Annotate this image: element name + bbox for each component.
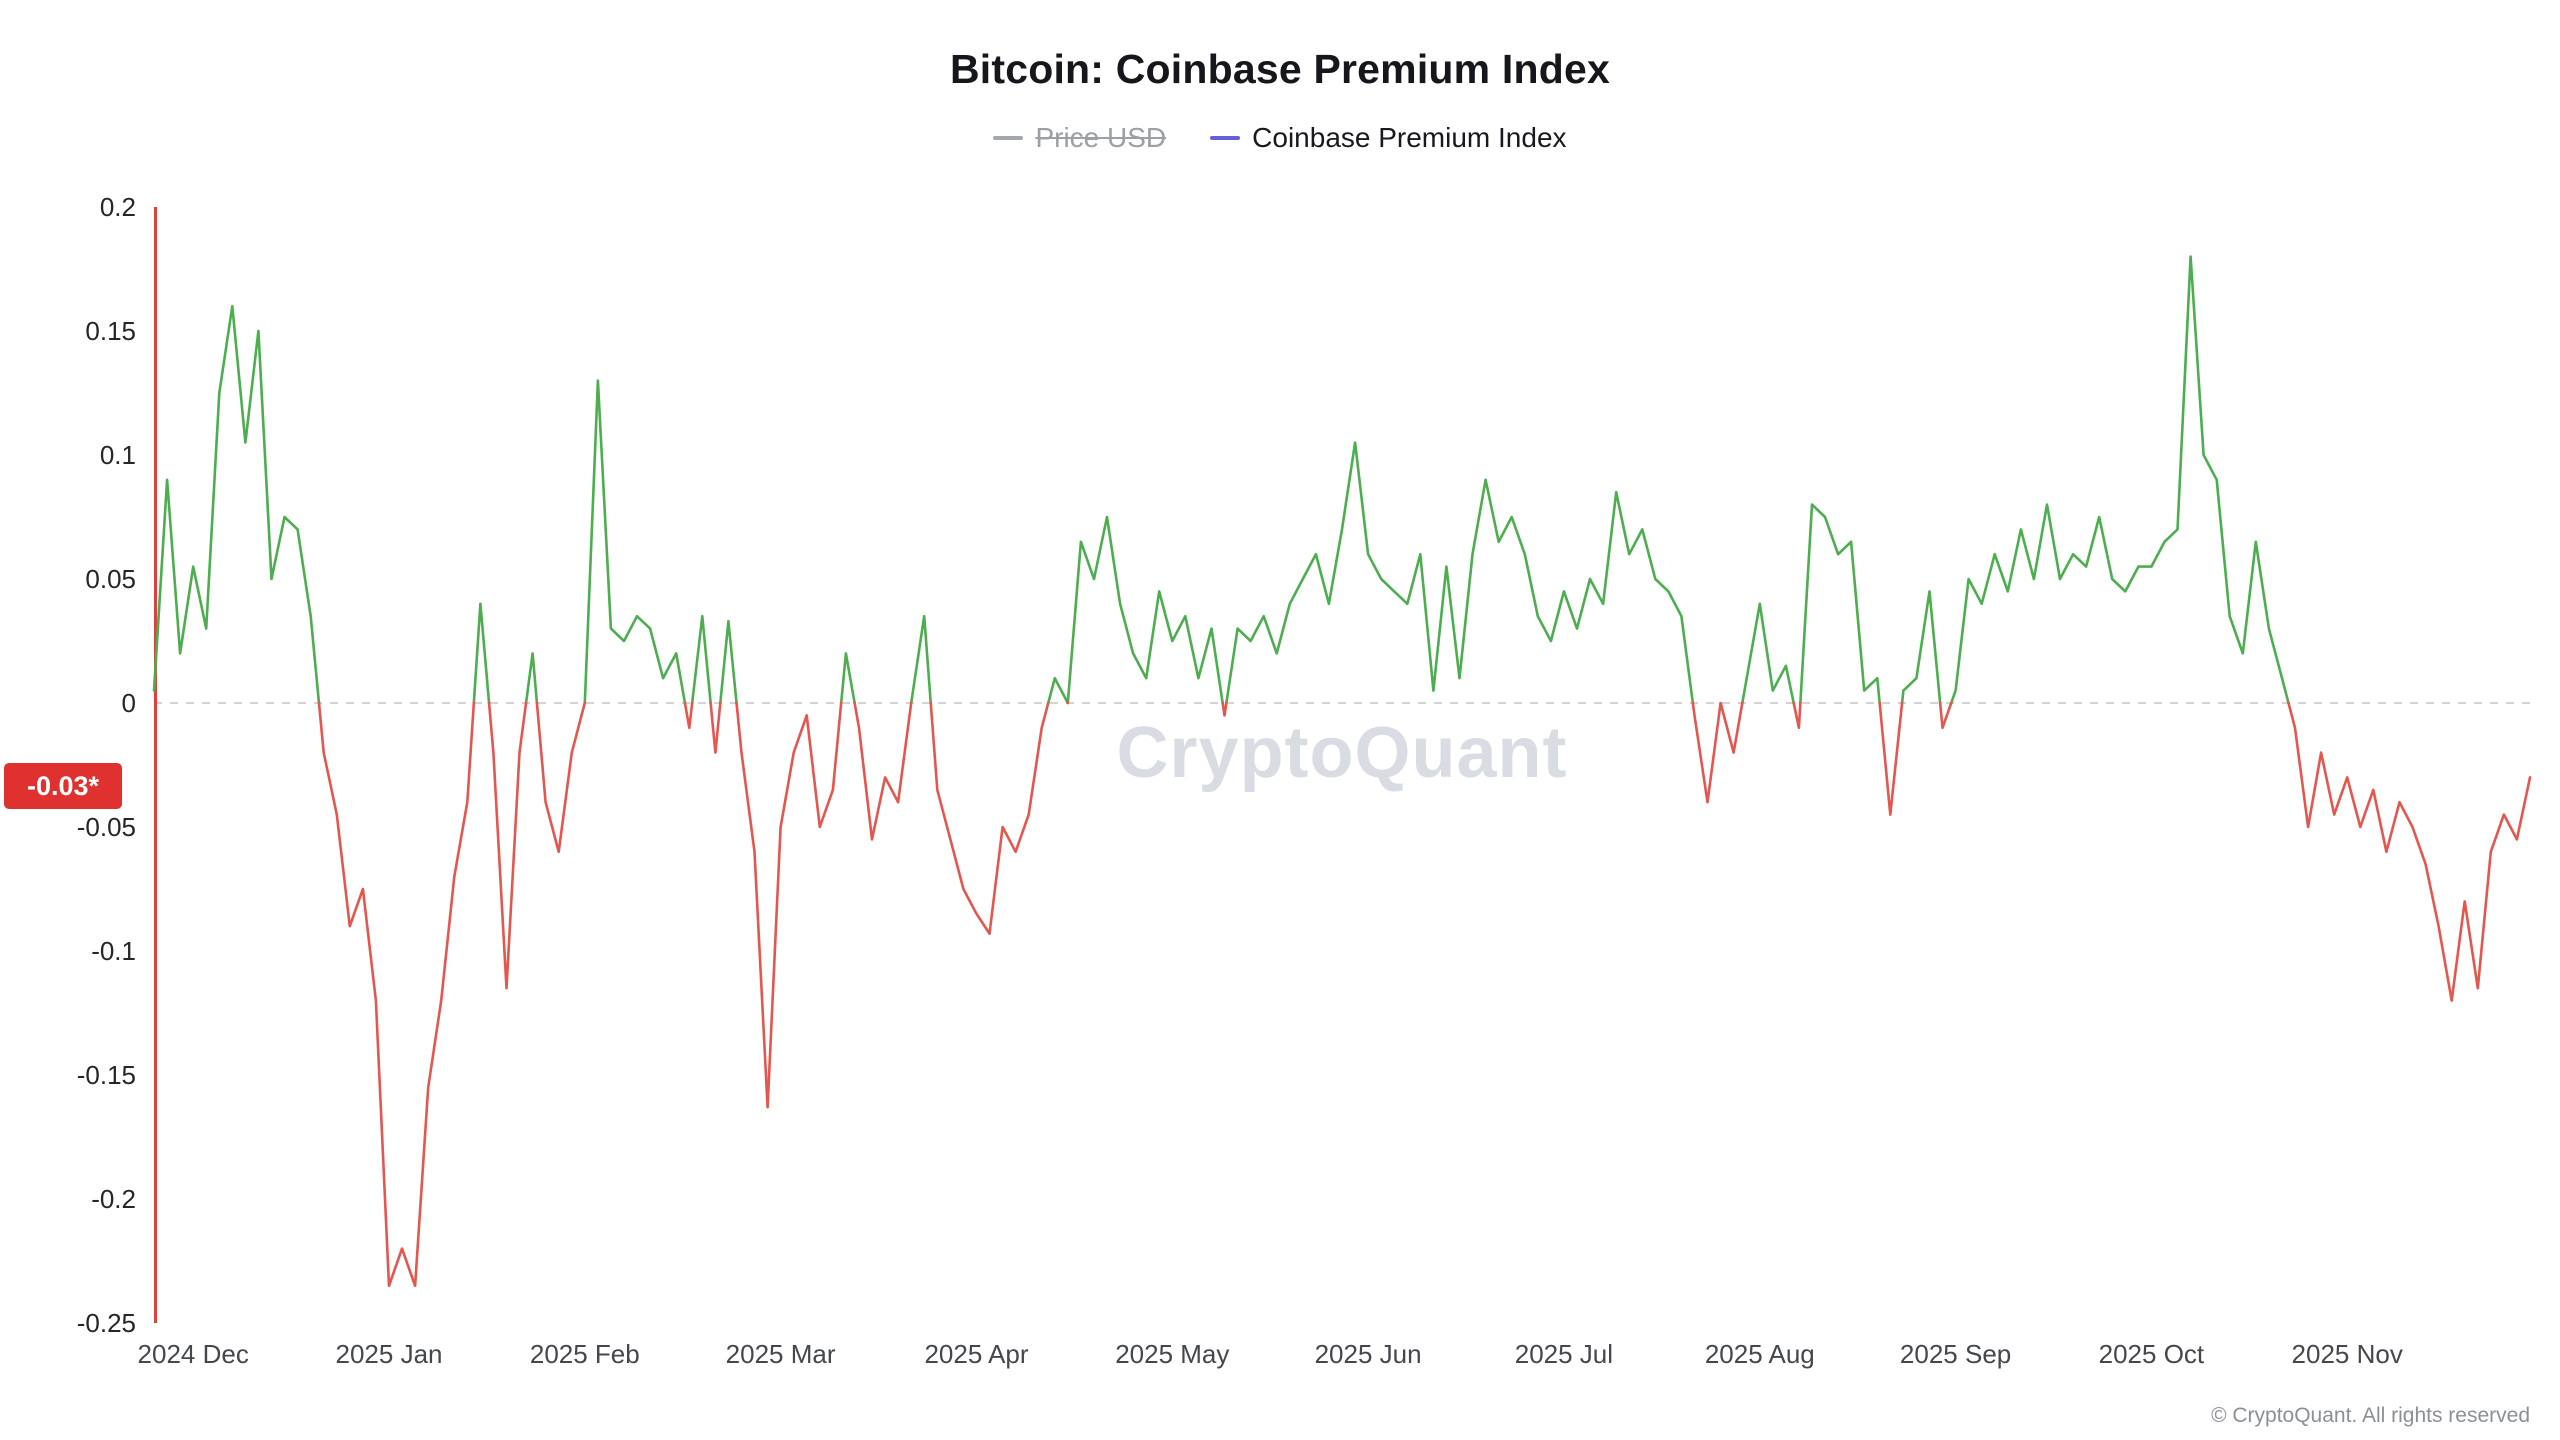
x-axis-label: 2025 Jan <box>335 1339 443 1369</box>
y-axis-label: -0.25 <box>76 1308 136 1338</box>
legend-item-coinbase-premium-index[interactable]: Coinbase Premium Index <box>1210 122 1567 154</box>
latest-value-badge: -0.03* <box>4 763 122 810</box>
y-axis-label: 0 <box>121 688 136 718</box>
x-axis-label: 2025 Feb <box>529 1339 640 1369</box>
y-axis-label: -0.15 <box>76 1060 136 1090</box>
copyright-notice: © CryptoQuant. All rights reserved <box>2211 1404 2530 1427</box>
x-axis-label: 2025 Aug <box>1704 1339 1815 1369</box>
premium-line-negative <box>317 701 2532 1288</box>
plot-area[interactable]: CryptoQuant -0.03* 0.2 0.15 0.1 0.05 0 -0.05 -… <box>4 192 2532 1369</box>
x-axis-label: 2025 Sep <box>1899 1339 2012 1369</box>
y-axis-label: -0.05 <box>76 812 136 842</box>
y-axis-label: 0.1 <box>99 440 136 470</box>
premium-line-positive <box>152 255 2291 705</box>
x-axis-label: 2025 Jul <box>1514 1339 1614 1369</box>
legend-label-price-usd: Price USD <box>1035 122 1167 153</box>
y-axis-label: -0.2 <box>91 1184 136 1214</box>
x-axis-label: 2025 Mar <box>725 1339 836 1369</box>
x-axis-label: 2025 Apr <box>924 1339 1029 1369</box>
premium-index-chart[interactable] <box>152 207 2532 1323</box>
y-axis-label: 0.05 <box>85 564 136 594</box>
y-axis-label: -0.1 <box>91 936 136 966</box>
x-axis-label: 2025 Oct <box>2098 1339 2205 1369</box>
legend-item-price-usd[interactable]: Price USD <box>993 122 1166 154</box>
x-axis-label: 2025 Nov <box>2291 1339 2403 1369</box>
x-axis-label: 2025 Jun <box>1314 1339 1422 1369</box>
y-axis-label: 0.15 <box>85 316 136 346</box>
x-axis-label: 2024 Dec <box>137 1339 249 1369</box>
x-axis-label: 2025 May <box>1115 1339 1230 1369</box>
price-usd-dash-icon <box>993 136 1024 140</box>
legend-label-coinbase-premium-index: Coinbase Premium Index <box>1252 122 1567 153</box>
premium-dash-icon <box>1210 136 1241 140</box>
legend: Price USD Coinbase Premium Index <box>0 122 2560 154</box>
y-axis-label: 0.2 <box>99 192 136 222</box>
page-title: Bitcoin: Coinbase Premium Index <box>949 46 1611 92</box>
watermark: CryptoQuant <box>1116 713 1568 793</box>
